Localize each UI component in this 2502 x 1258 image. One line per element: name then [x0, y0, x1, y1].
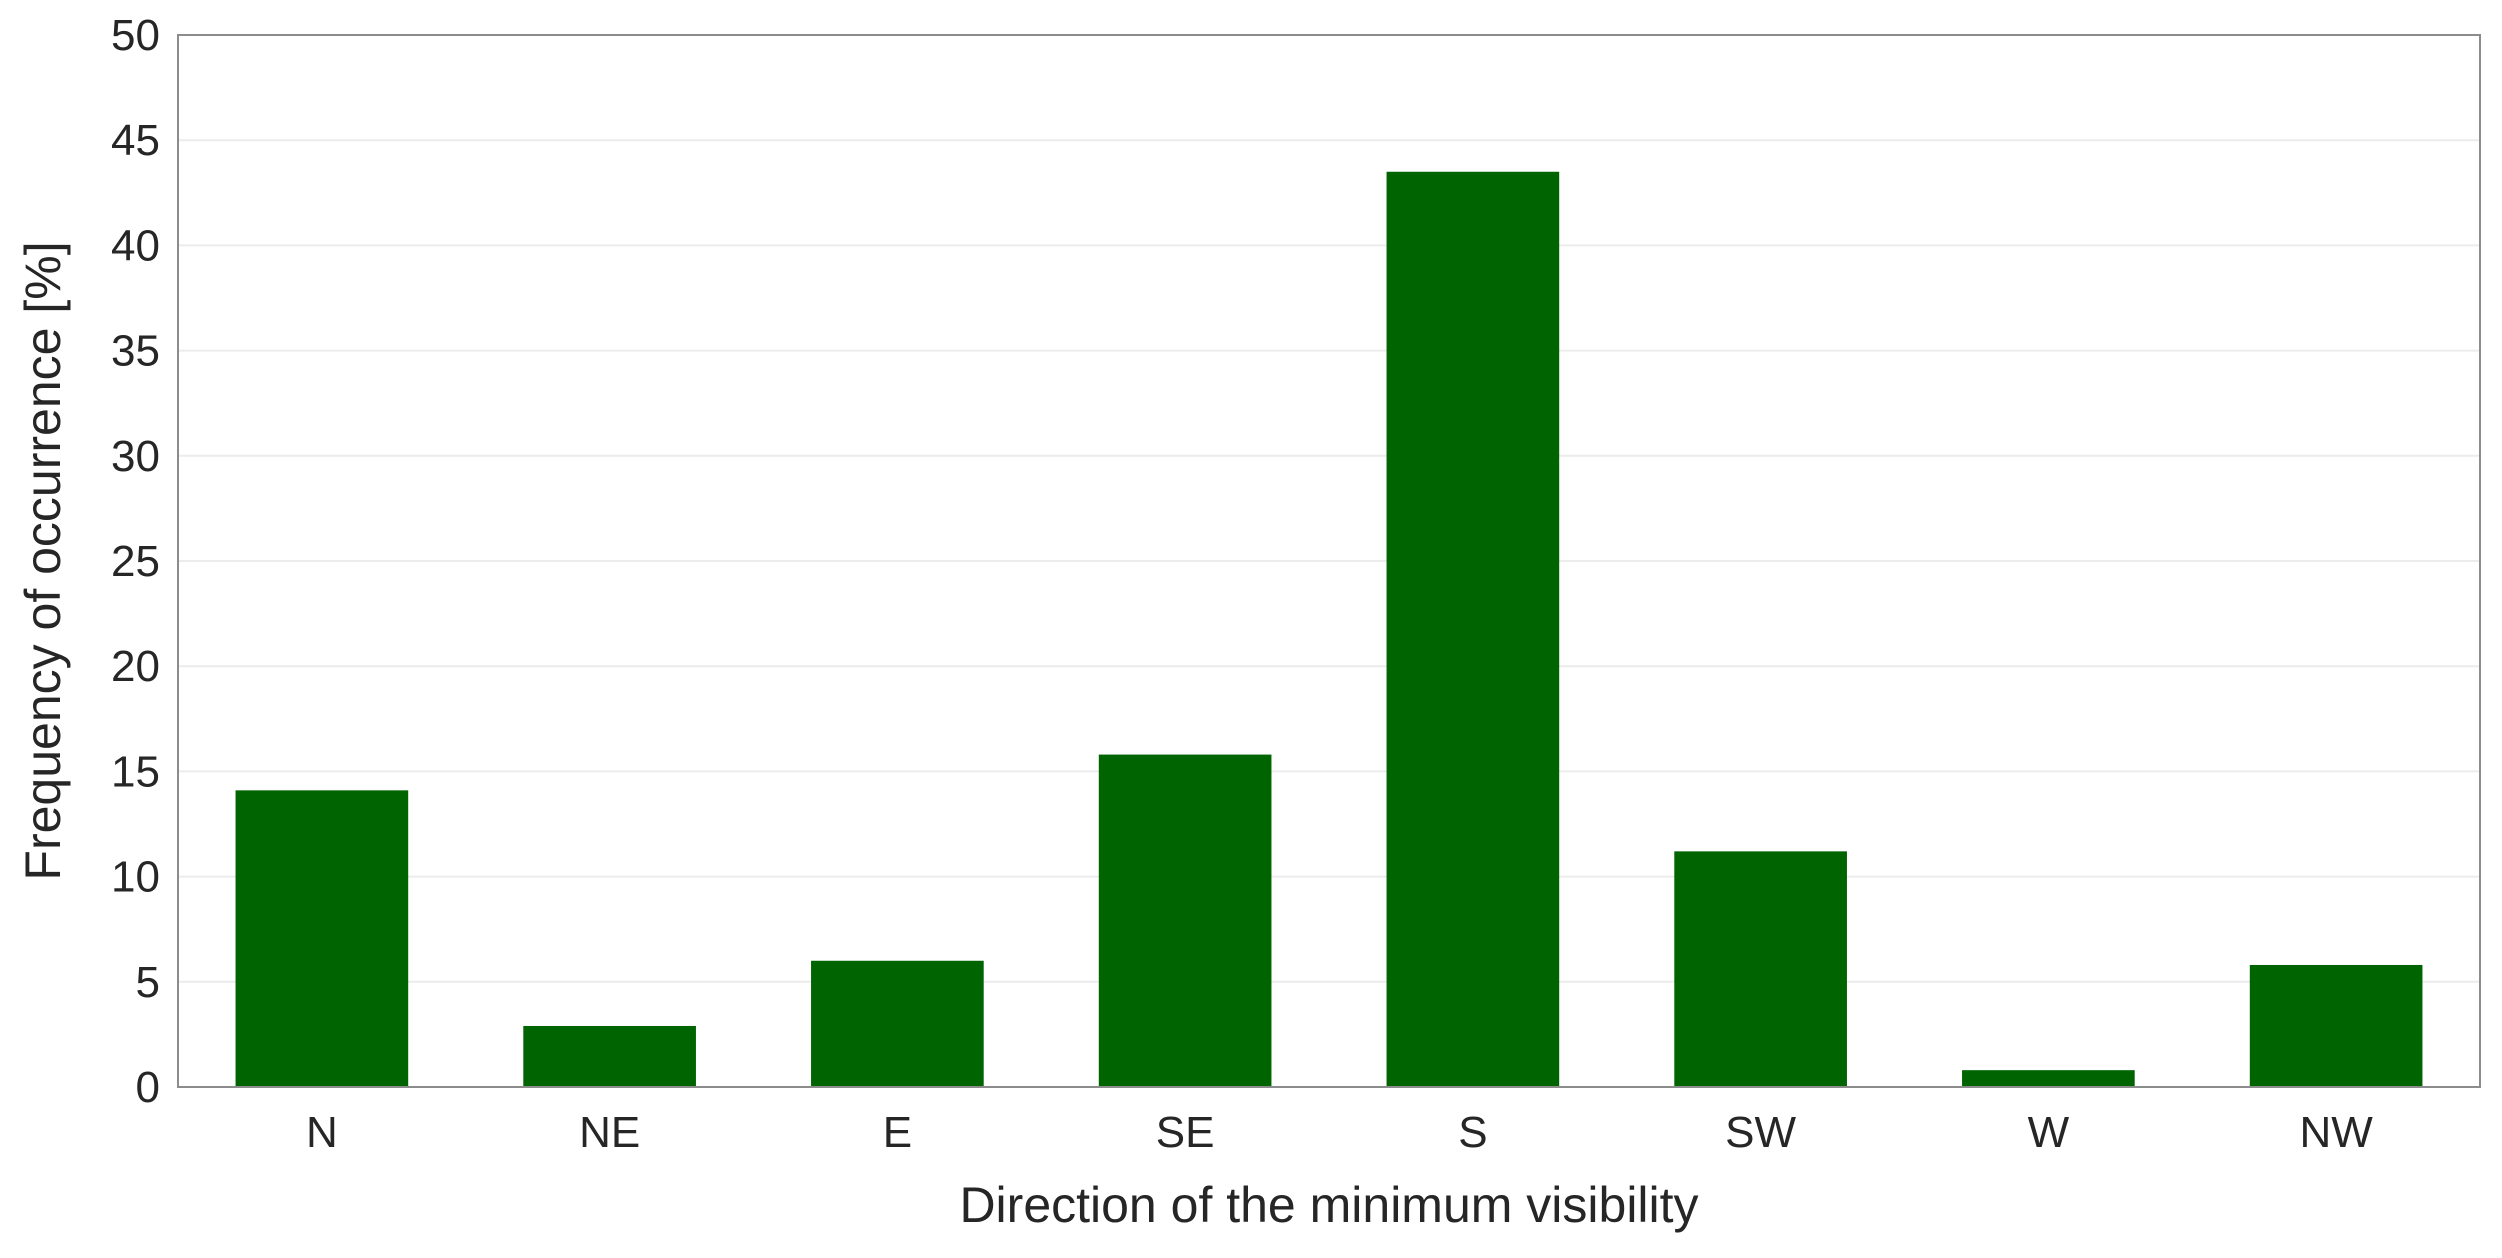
y-tick-label: 25 [111, 537, 160, 586]
y-tick-label: 10 [111, 853, 160, 902]
x-tick-label: W [2028, 1108, 2070, 1157]
bar-w [1962, 1070, 2135, 1087]
y-tick-label: 5 [136, 958, 160, 1007]
bar-se [1098, 754, 1272, 1087]
y-axis-title: Frequency of occurrence [%] [15, 241, 71, 880]
x-axis-title: Direction of the minimum visibility [959, 1177, 1698, 1233]
y-tick-label: 15 [111, 747, 160, 796]
gridlines [178, 139, 2480, 983]
bar-n [235, 790, 409, 1087]
y-tick-label: 30 [111, 432, 160, 481]
bars [235, 171, 2423, 1087]
bar-ne [523, 1025, 696, 1087]
bar-sw [1674, 851, 1847, 1087]
y-tick-labels: 0 5 10 15 20 25 30 35 40 45 50 [111, 11, 160, 1112]
bar-nw [2249, 964, 2423, 1087]
y-tick-label: 50 [111, 11, 160, 60]
x-tick-labels: N NE E SE S SW W NW [306, 1108, 2373, 1157]
plot-frame [177, 34, 2481, 1088]
x-tick-label: NE [579, 1108, 640, 1157]
y-tick-label: 45 [111, 116, 160, 165]
y-tick-label: 0 [136, 1063, 160, 1112]
bar-e [811, 960, 984, 1087]
y-tick-label: 35 [111, 327, 160, 376]
bar-s [1386, 171, 1560, 1087]
x-tick-label: E [883, 1108, 912, 1157]
x-tick-label: S [1458, 1108, 1487, 1157]
y-tick-label: 40 [111, 221, 160, 270]
x-tick-label: SW [1725, 1108, 1796, 1157]
y-tick-label: 20 [111, 642, 160, 691]
x-tick-label: N [306, 1108, 338, 1157]
x-tick-label: NW [2299, 1108, 2373, 1157]
x-tick-label: SE [1156, 1108, 1215, 1157]
